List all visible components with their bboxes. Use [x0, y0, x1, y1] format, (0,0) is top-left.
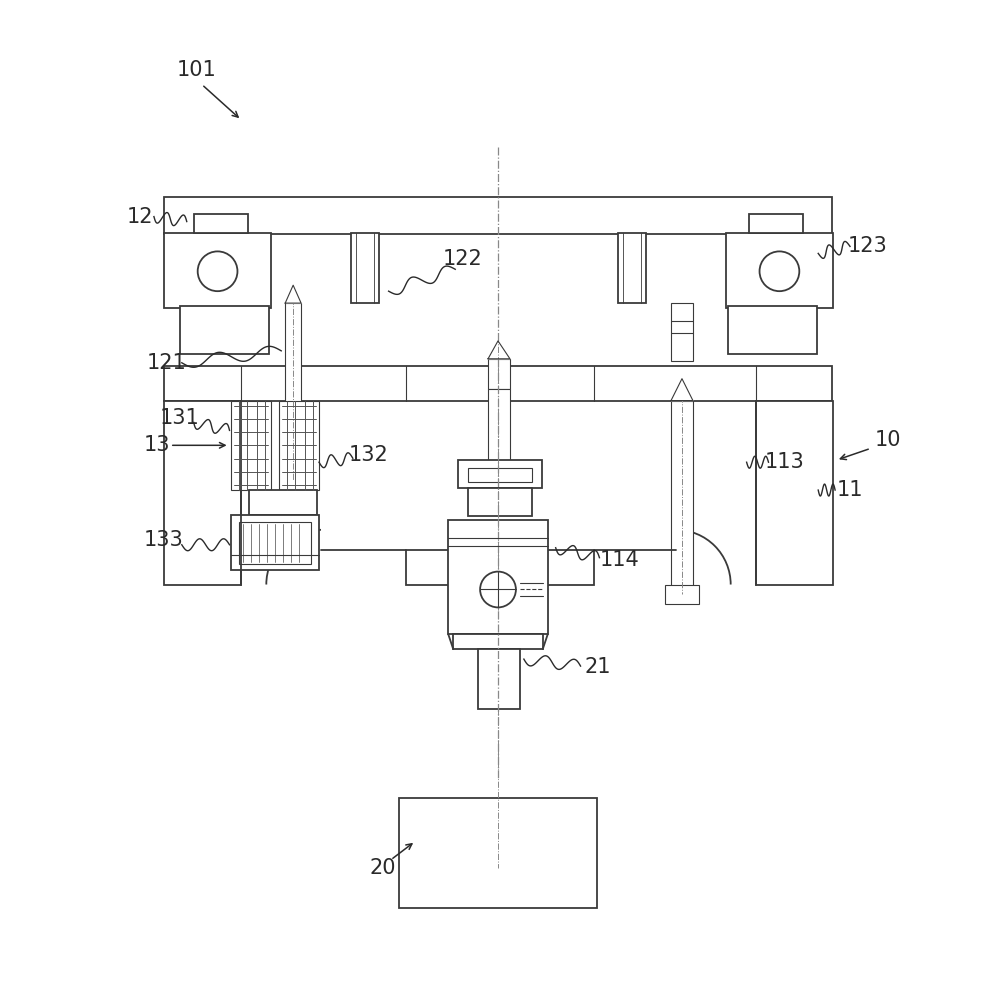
Bar	[489, 389, 509, 503]
Bar	[489, 359, 509, 389]
Circle shape	[197, 251, 237, 291]
Text: 123: 123	[848, 236, 887, 256]
Bar	[164, 401, 241, 585]
Text: 101: 101	[176, 60, 216, 80]
Bar	[406, 550, 594, 585]
Text: 114: 114	[599, 550, 639, 570]
Polygon shape	[489, 341, 509, 359]
Bar	[179, 306, 269, 354]
Bar	[164, 197, 832, 234]
Bar	[454, 634, 542, 649]
Bar	[164, 233, 271, 308]
Bar	[193, 214, 248, 233]
Bar	[726, 233, 833, 308]
Text: 12: 12	[127, 207, 154, 227]
Bar	[249, 490, 317, 515]
Bar	[351, 233, 379, 303]
Bar	[469, 488, 531, 516]
Bar	[469, 468, 531, 482]
Bar	[285, 303, 301, 475]
Text: 122: 122	[443, 249, 483, 269]
Text: 21: 21	[584, 657, 611, 677]
Bar	[459, 460, 541, 488]
Bar	[231, 515, 319, 570]
Text: 20: 20	[370, 858, 396, 878]
Text: 10: 10	[874, 430, 901, 450]
Bar	[399, 798, 597, 908]
Circle shape	[760, 251, 800, 291]
Bar	[671, 303, 693, 361]
Text: 133: 133	[144, 530, 183, 550]
Polygon shape	[671, 379, 693, 401]
Circle shape	[481, 572, 515, 607]
Bar	[665, 585, 699, 604]
Text: 121: 121	[147, 353, 186, 373]
Bar	[618, 233, 646, 303]
Bar	[749, 214, 804, 233]
Bar	[728, 306, 818, 354]
Bar	[449, 520, 547, 634]
Text: 13: 13	[144, 435, 170, 455]
Text: 113: 113	[765, 452, 805, 472]
Polygon shape	[285, 285, 301, 303]
Bar	[756, 401, 833, 585]
Text: 132: 132	[349, 445, 389, 465]
Bar	[164, 366, 832, 401]
Text: 131: 131	[160, 408, 199, 428]
Bar	[671, 401, 693, 589]
Text: 11: 11	[836, 480, 863, 500]
Bar	[239, 522, 311, 564]
Bar	[231, 401, 271, 490]
Bar	[479, 649, 519, 709]
Bar	[279, 401, 319, 490]
